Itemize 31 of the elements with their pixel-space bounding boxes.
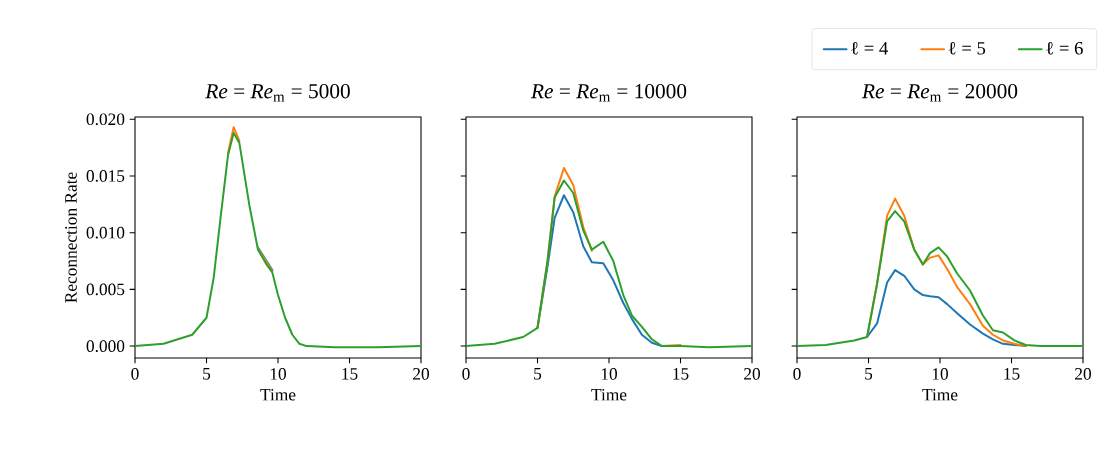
x-tick-label: 0 bbox=[793, 368, 801, 380]
x-tick-label: 15 bbox=[1004, 368, 1020, 380]
x-tick-label: 0 bbox=[131, 368, 139, 380]
y-axis-title: Reconnection Rate bbox=[65, 172, 77, 303]
x-tick-label: 15 bbox=[673, 368, 689, 380]
y-tick-label: 0.020 bbox=[86, 113, 125, 126]
x-tick-label: 10 bbox=[932, 368, 949, 380]
y-tick-label: 0.010 bbox=[86, 226, 125, 239]
x-tick-label: 10 bbox=[601, 368, 618, 380]
chart-title: Re = Re$_{m}$ = 5000 bbox=[205, 83, 350, 102]
x-tick-label: 10 bbox=[270, 368, 287, 380]
x-tick-label: 5 bbox=[203, 368, 211, 380]
legend-label: ℓ = 4 bbox=[851, 41, 889, 55]
x-tick-label: 15 bbox=[342, 368, 358, 380]
y-tick-label: 0.000 bbox=[86, 340, 125, 352]
line-series bbox=[135, 131, 422, 349]
x-tick-label: 0 bbox=[462, 368, 470, 380]
x-tick-label: 20 bbox=[1075, 368, 1092, 380]
y-tick-label: 0.015 bbox=[86, 170, 125, 182]
legend-label: ℓ = 6 bbox=[1046, 41, 1083, 55]
legend-label: ℓ = 5 bbox=[948, 41, 986, 55]
chart-title: Re = Re$_{m}$ = 20000 bbox=[861, 83, 1018, 102]
x-tick-label: 20 bbox=[744, 368, 761, 380]
chart-title: Re = Re$_{m}$ = 10000 bbox=[530, 83, 687, 102]
x-axis-title: Time bbox=[591, 388, 627, 401]
y-tick-label: 0.005 bbox=[86, 283, 125, 296]
x-tick-label: 5 bbox=[865, 368, 873, 380]
x-axis-title: Time bbox=[260, 388, 296, 401]
x-tick-label: 5 bbox=[534, 368, 542, 380]
x-axis-title: Time bbox=[922, 388, 958, 401]
x-tick-label: 20 bbox=[413, 368, 430, 380]
